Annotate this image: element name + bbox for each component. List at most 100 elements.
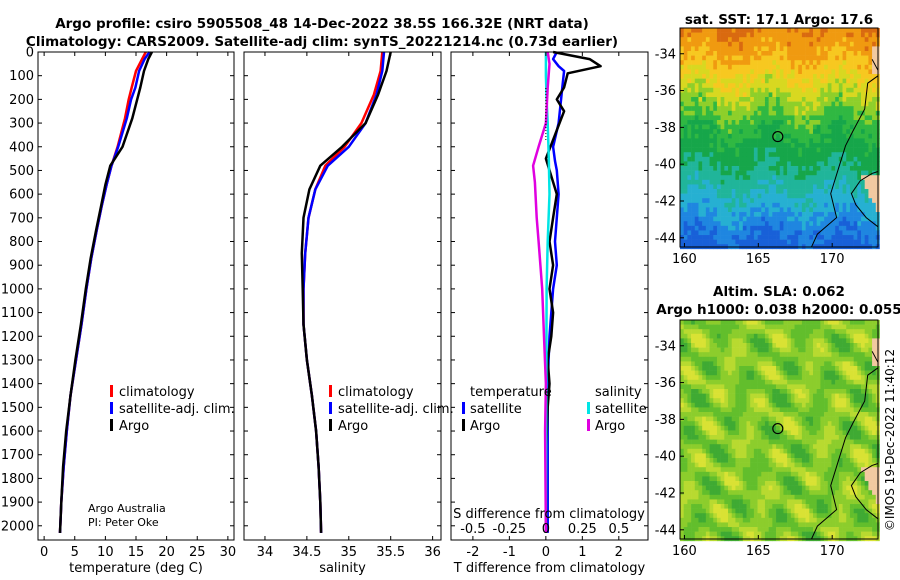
map-cell [805,87,810,93]
map-cell [779,143,784,148]
map-cell [816,402,821,408]
map-cell [728,467,733,473]
map-cell [849,156,854,162]
map-cell [801,389,806,394]
map-cell [816,37,821,43]
map-y-tick-label: -42 [655,194,676,209]
map-cell [750,333,755,339]
map-cell [742,235,747,240]
map-cell [783,384,788,390]
map-cell [861,184,865,190]
map-cell [783,476,788,482]
map-cell [816,439,821,445]
map-cell [842,375,847,381]
map-cell [750,407,755,413]
map-cell [824,83,829,89]
map-cell [842,329,847,335]
map-cell [798,435,803,440]
map-cell [790,129,795,135]
map-cell [868,179,873,185]
map-cell [776,32,781,38]
map-cell [705,69,710,75]
map-cell [761,51,766,56]
map-cell [705,156,710,162]
map-cell [705,32,710,38]
map-cell [861,92,865,98]
map-cell [750,239,755,245]
map-cell [746,138,751,144]
map-cell [683,490,688,496]
map-cell [779,448,784,454]
map-cell [801,324,806,330]
map-cell [805,216,810,222]
map-cell [716,439,721,445]
map-cell [827,28,832,33]
map-cell [816,78,821,84]
map-cell [794,170,799,176]
map-cell [764,32,769,38]
map-cell [705,212,710,217]
map-cell [709,212,714,217]
map-cell [787,485,792,491]
map-cell [816,156,821,162]
map-cell [835,407,840,413]
map-cell [764,184,769,190]
map-cell [805,485,810,491]
map-cell [835,347,840,353]
map-cell [713,235,718,240]
map-cell [764,338,769,344]
map-cell [691,37,696,43]
x-tick-label: 25 [189,545,206,560]
map-cell [798,161,803,167]
map-cell [768,129,773,135]
map-cell [831,439,836,445]
map-cell [787,161,792,167]
map-cell [812,225,817,231]
map-cell [824,412,829,417]
map-cell [680,69,684,75]
map-cell [816,430,821,436]
map-cell [787,193,792,199]
map-cell [757,32,762,38]
map-cell [835,64,840,70]
map-cell [787,467,792,473]
map-cell [694,212,699,217]
map-cell [835,421,840,427]
map-cell [753,64,758,70]
map-cell [705,41,710,47]
map-cell [853,366,858,371]
map-cell [702,32,707,38]
map-cell [824,471,829,477]
map-cell [742,133,747,139]
map-cell [853,202,858,208]
map-cell [772,225,777,231]
map-cell [720,106,725,112]
map-cell [716,430,721,436]
map-cell [820,425,825,431]
map-cell [790,347,795,353]
map-cell [864,83,869,89]
map-cell [812,129,817,135]
map-cell [698,46,703,52]
map-cell [750,152,755,158]
map-cell [853,356,858,362]
map-cell [864,407,869,413]
x-tick-label: 2 [615,545,623,560]
map-cell [812,230,817,236]
map-cell [868,384,873,390]
map-cell [739,55,744,61]
map-cell [816,448,821,454]
map-cell [728,481,733,486]
map-cell [857,124,862,130]
map-cell [787,152,792,158]
map-cell [824,230,829,236]
map-cell [739,189,744,194]
map-cell [750,170,755,176]
map-cell [827,333,832,339]
map-cell [776,101,781,107]
map-cell [805,64,810,70]
map-cell [687,64,692,70]
map-cell [790,324,795,330]
map-cell [713,51,718,56]
map-cell [798,143,803,148]
